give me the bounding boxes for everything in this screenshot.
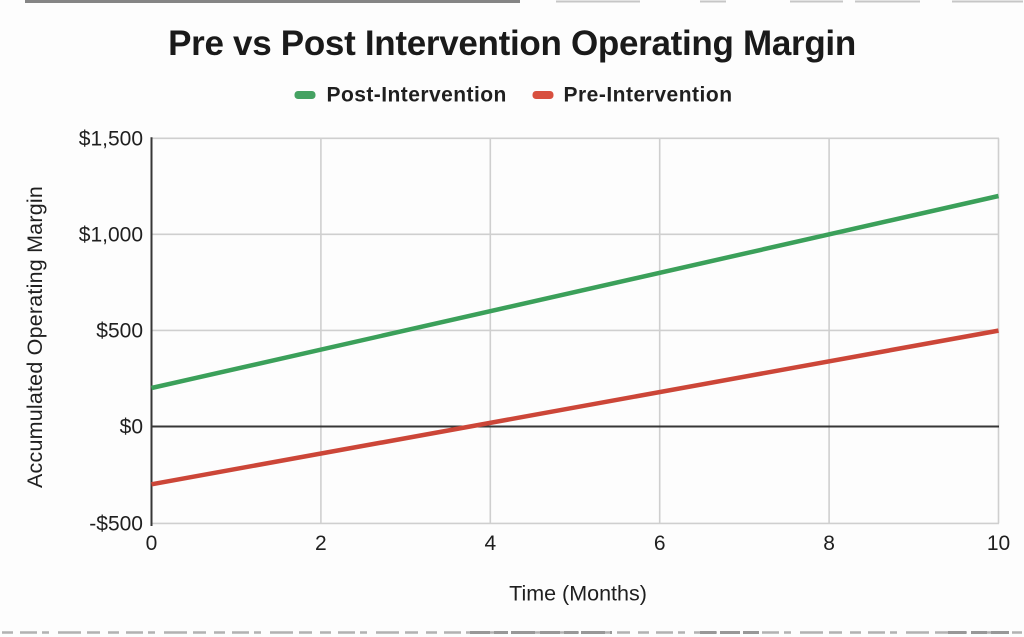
svg-text:Time (Months): Time (Months) [509, 582, 647, 606]
svg-text:$0: $0 [120, 416, 143, 439]
svg-text:2: 2 [315, 532, 327, 555]
svg-text:$500: $500 [96, 319, 143, 342]
svg-text:0: 0 [146, 532, 158, 555]
svg-text:Pre vs Post Intervention Opera: Pre vs Post Intervention Operating Margi… [168, 24, 856, 63]
svg-text:4: 4 [484, 532, 496, 555]
svg-text:Pre-Intervention: Pre-Intervention [564, 84, 733, 107]
svg-text:8: 8 [823, 532, 835, 555]
svg-text:6: 6 [654, 532, 666, 555]
svg-text:10: 10 [987, 532, 1010, 555]
svg-text:$1,000: $1,000 [79, 223, 143, 246]
svg-text:-$500: -$500 [89, 512, 143, 535]
svg-text:Accumulated Operating Margin: Accumulated Operating Margin [23, 186, 47, 488]
svg-text:$1,500: $1,500 [79, 127, 143, 150]
svg-text:Post-Intervention: Post-Intervention [327, 84, 507, 107]
